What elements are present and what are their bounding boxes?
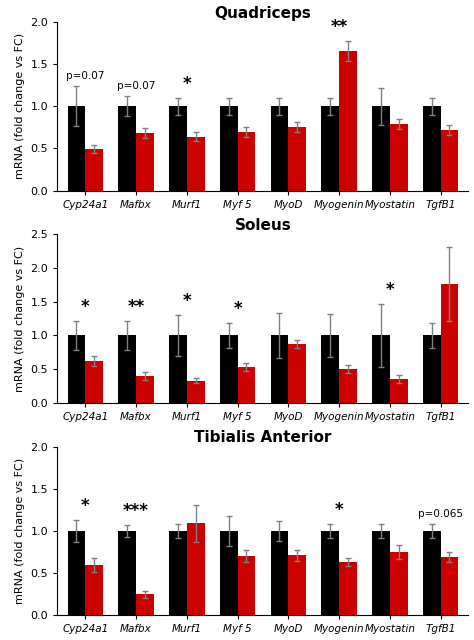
Bar (169, 106, 187, 191)
Bar (136, 595, 154, 616)
Bar (440, 557, 458, 616)
Bar (321, 531, 339, 616)
Bar (169, 335, 187, 403)
Text: p=0.07: p=0.07 (117, 81, 155, 91)
Title: Quadriceps: Quadriceps (214, 6, 311, 20)
Bar (288, 556, 306, 616)
Y-axis label: mRNA (fold change vs FC): mRNA (fold change vs FC) (15, 33, 25, 179)
Y-axis label: mRNA (fold change vs FC): mRNA (fold change vs FC) (15, 458, 25, 604)
Text: ***: *** (123, 502, 149, 520)
Text: *: * (335, 501, 343, 519)
Bar (237, 132, 255, 191)
Text: *: * (81, 497, 90, 515)
Bar (271, 106, 288, 191)
Bar (423, 531, 440, 616)
Bar (440, 284, 458, 403)
Bar (339, 51, 357, 191)
Bar (237, 367, 255, 403)
Text: *: * (182, 292, 191, 310)
Bar (372, 531, 390, 616)
Bar (187, 524, 205, 616)
Bar (390, 552, 408, 616)
Y-axis label: mRNA (fold change vs FC): mRNA (fold change vs FC) (15, 246, 25, 392)
Text: p=0.065: p=0.065 (418, 509, 463, 519)
Bar (237, 556, 255, 616)
Bar (67, 335, 85, 403)
Title: Soleus: Soleus (235, 218, 292, 233)
Text: **: ** (128, 298, 145, 316)
Bar (187, 381, 205, 403)
Bar (271, 531, 288, 616)
Text: *: * (182, 75, 191, 93)
Bar (85, 149, 103, 191)
Bar (85, 361, 103, 403)
Bar (118, 531, 136, 616)
Bar (390, 124, 408, 191)
Bar (67, 106, 85, 191)
Text: **: ** (330, 18, 347, 36)
Bar (339, 562, 357, 616)
Bar (136, 133, 154, 191)
Bar (321, 335, 339, 403)
Bar (423, 335, 440, 403)
Text: p=0.07: p=0.07 (66, 71, 104, 81)
Bar (372, 106, 390, 191)
Bar (118, 106, 136, 191)
Bar (321, 106, 339, 191)
Text: *: * (233, 300, 242, 318)
Bar (288, 127, 306, 191)
Bar (118, 335, 136, 403)
Bar (271, 335, 288, 403)
Bar (220, 106, 237, 191)
Bar (85, 564, 103, 616)
Bar (440, 130, 458, 191)
Title: Tibialis Anterior: Tibialis Anterior (194, 430, 332, 445)
Bar (288, 344, 306, 403)
Bar (390, 379, 408, 403)
Bar (67, 531, 85, 616)
Bar (136, 376, 154, 403)
Bar (339, 369, 357, 403)
Bar (220, 335, 237, 403)
Bar (372, 335, 390, 403)
Bar (169, 531, 187, 616)
Bar (423, 106, 440, 191)
Bar (187, 136, 205, 191)
Bar (220, 531, 237, 616)
Text: *: * (385, 281, 394, 299)
Text: *: * (81, 298, 90, 316)
